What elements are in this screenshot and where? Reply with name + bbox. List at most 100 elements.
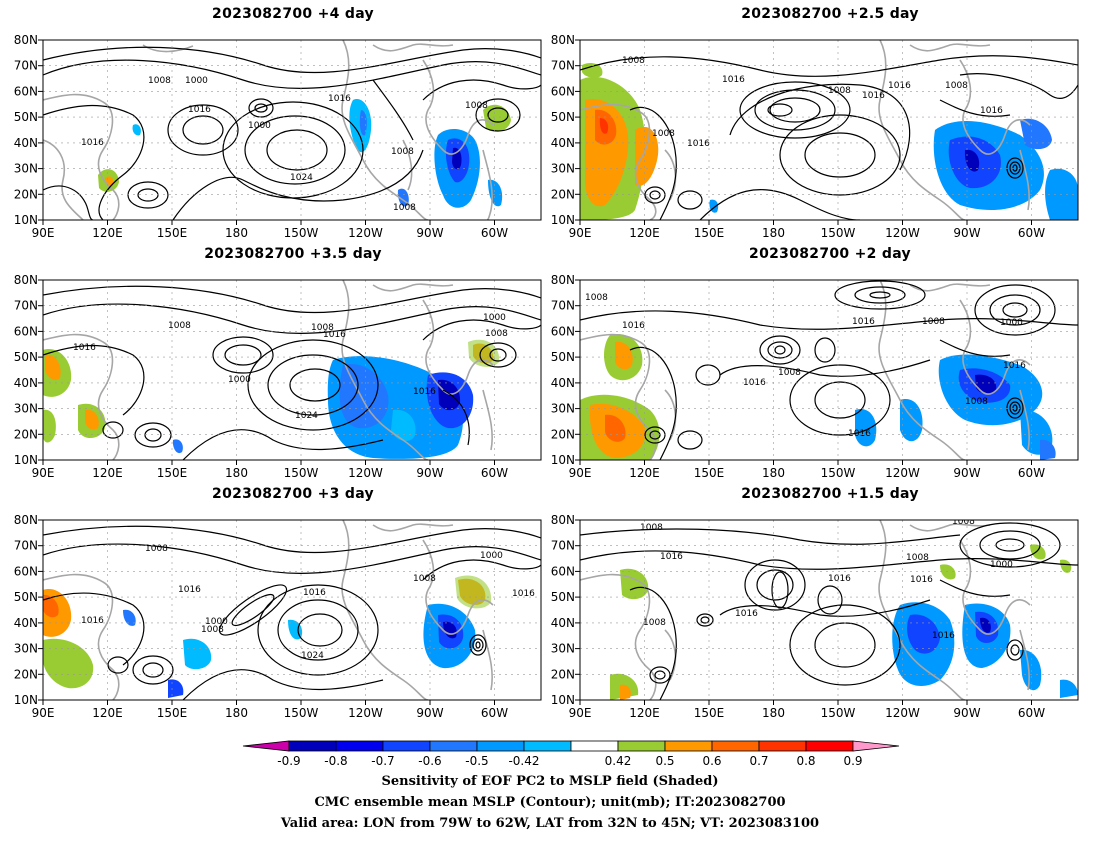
mslp-contours — [580, 280, 1078, 460]
mslp-contours — [580, 522, 1078, 700]
contour-label: 1016 — [178, 585, 201, 595]
lat-label: 30N — [551, 162, 575, 176]
lat-labels: 80N 70N 60N 50N 40N 30N 20N 10N — [551, 513, 575, 707]
contour-label: 1016 — [660, 552, 683, 562]
coastlines — [43, 520, 494, 700]
lon-label: 150E — [157, 226, 188, 240]
lon-label: 180 — [762, 706, 785, 720]
lon-label: 120E — [629, 466, 660, 480]
lon-label: 90E — [569, 226, 592, 240]
sensitivity-shading — [43, 339, 500, 459]
contour-label: 1024 — [295, 411, 318, 421]
lat-label: 20N — [14, 187, 38, 201]
graticule — [43, 280, 541, 460]
map-panel-3: 1008 1016 1016 1008 1008 1000 1016 1016 … — [551, 273, 1079, 480]
lat-label: 20N — [14, 667, 38, 681]
contour-label: 1016 — [852, 317, 875, 327]
contour-label: 1000 — [480, 551, 503, 561]
contour-label: 1008 — [643, 618, 666, 628]
lat-label: 10N — [551, 453, 575, 467]
contour-label: 1016 — [910, 575, 933, 585]
colorbar-label: 0.9 — [843, 754, 862, 768]
colorbar-swatch — [242, 740, 290, 752]
colorbar-swatch — [476, 740, 525, 752]
contour-label: 1016 — [888, 81, 911, 91]
lat-label: 30N — [14, 402, 38, 416]
lon-label: 90E — [569, 706, 592, 720]
contour-label: 1008 — [828, 86, 851, 96]
lat-label: 80N — [14, 33, 38, 47]
axis-ticks — [575, 39, 1032, 225]
colorbar-swatches — [242, 740, 900, 752]
panel-title-0: 2023082700 +4 day — [212, 6, 374, 22]
contour-labels: 1008 1016 1008 1016 1016 1008 1016 1008 … — [622, 56, 1003, 149]
lon-label: 150E — [157, 706, 188, 720]
axis-ticks — [38, 519, 495, 705]
lat-label: 40N — [551, 616, 575, 630]
contour-label: 1008 — [168, 321, 191, 331]
contour-labels: 1008 1008 1016 1016 1016 1008 1008 1000 … — [640, 520, 1013, 641]
axis-ticks — [38, 279, 495, 465]
contour-label: 1008 — [622, 56, 645, 66]
lat-label: 70N — [14, 539, 38, 553]
lon-label: 60W — [481, 226, 508, 240]
contour-label: 1008 — [945, 81, 968, 91]
lon-labels: 90E 120E 150E 180 150W 120W 90W 60W — [569, 466, 1046, 480]
contour-label: 1008 — [485, 329, 508, 339]
lat-labels: 80N 70N 60N 50N 40N 30N 20N 10N — [551, 33, 575, 227]
graticule — [580, 40, 1078, 220]
lon-label: 150W — [821, 226, 856, 240]
map-panel-5: 1008 1008 1016 1016 1016 1008 1008 1000 … — [551, 513, 1079, 720]
lon-label: 120E — [92, 466, 123, 480]
lon-labels: 90E 120E 150E 180 150W 120W 90W 60W — [32, 466, 509, 480]
panel-title-1: 2023082700 +2.5 day — [741, 6, 919, 22]
lon-label: 150W — [821, 706, 856, 720]
lat-label: 60N — [14, 564, 38, 578]
lon-label: 90E — [569, 466, 592, 480]
contour-label: 1008 — [393, 203, 416, 213]
colorbar-swatch — [758, 740, 807, 752]
lat-label: 70N — [551, 59, 575, 73]
lon-label: 150E — [694, 466, 725, 480]
lon-label: 90W — [953, 226, 980, 240]
graticule — [580, 280, 1078, 460]
lat-label: 40N — [14, 376, 38, 390]
lat-label: 40N — [551, 376, 575, 390]
lat-label: 20N — [551, 427, 575, 441]
colorbar-swatch — [429, 740, 478, 752]
colorbar: -0.9 -0.8 -0.7 -0.6 -0.5 -0.42 0.42 0.5 … — [242, 740, 900, 768]
lat-label: 30N — [551, 402, 575, 416]
contour-label: 1016 — [73, 343, 96, 353]
contour-label: 1000 — [248, 121, 271, 131]
lon-label: 150W — [284, 706, 319, 720]
lon-label: 90W — [953, 706, 980, 720]
lon-labels: 90E 120E 150E 180 150W 120W 90W 60W — [32, 706, 509, 720]
contour-label: 1008 — [465, 101, 488, 111]
map-panel-2: 1008 1016 1008 1000 1016 1024 1016 1000 … — [14, 273, 542, 480]
sensitivity-shading — [610, 544, 1078, 700]
contour-label: 1016 — [512, 589, 535, 599]
contour-label: 1008 — [413, 574, 436, 584]
colorbar-label: 0.7 — [749, 754, 768, 768]
contour-label: 1016 — [413, 387, 436, 397]
panel-title-3: 2023082700 +2 day — [749, 246, 911, 262]
contour-label: 1016 — [81, 616, 104, 626]
panel-title-4: 2023082700 +3 day — [212, 486, 374, 502]
colorbar-swatch — [711, 740, 760, 752]
caption-line-1: Sensitivity of EOF PC2 to MSLP field (Sh… — [381, 774, 719, 789]
lat-label: 20N — [551, 667, 575, 681]
lon-label: 120E — [629, 706, 660, 720]
lon-label: 120E — [92, 226, 123, 240]
lat-label: 80N — [14, 513, 38, 527]
colorbar-label: 0.8 — [796, 754, 815, 768]
lon-label: 120W — [348, 466, 383, 480]
axis-ticks — [38, 39, 495, 225]
colorbar-swatch — [382, 740, 431, 752]
lat-label: 40N — [551, 136, 575, 150]
contour-label: 1008 — [965, 397, 988, 407]
colorbar-label: -0.8 — [324, 754, 347, 768]
contour-label: 1016 — [828, 574, 851, 584]
contour-label: 1016 — [188, 105, 211, 115]
contour-label: 1024 — [301, 651, 324, 661]
lat-label: 70N — [14, 59, 38, 73]
